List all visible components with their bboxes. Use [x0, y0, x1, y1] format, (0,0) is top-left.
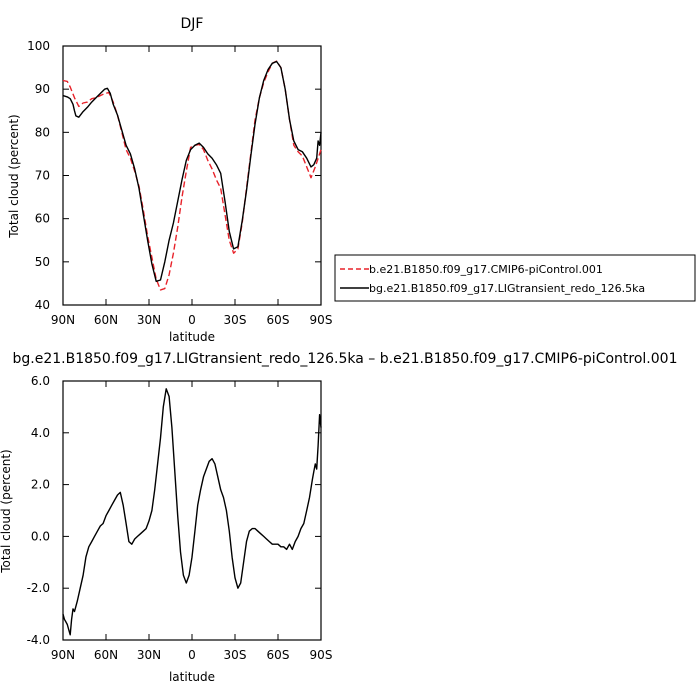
x-tick-label: 30N [137, 648, 161, 662]
y-tick-label: 0.0 [31, 529, 50, 543]
x-tick-label: 60N [94, 313, 118, 327]
x-tick-label: 90S [310, 313, 333, 327]
y-tick-label: -4.0 [27, 633, 50, 647]
legend-label-lig: bg.e21.B1850.f09_g17.LIGtransient_redo_1… [369, 282, 645, 295]
y-tick-label: 40 [35, 298, 50, 312]
top-x-ticks: 90N 60N 30N 0 30S 60S 90S [51, 46, 333, 327]
legend: b.e21.B1850.f09_g17.CMIP6-piControl.001 … [334, 254, 696, 302]
top-chart-title: DJF [181, 16, 204, 32]
y-tick-label: 4.0 [31, 426, 50, 440]
x-tick-label: 60S [267, 648, 290, 662]
x-tick-label: 0 [188, 313, 196, 327]
series-line-0 [62, 60, 322, 291]
top-y-axis-label: Total cloud (percent) [7, 114, 21, 238]
y-tick-label: 80 [35, 125, 50, 139]
top-series-lines [62, 60, 322, 291]
bottom-x-axis-label: latitude [169, 670, 215, 684]
legend-label-ctrl: b.e21.B1850.f09_g17.CMIP6-piControl.001 [369, 263, 603, 276]
y-tick-label: 60 [35, 212, 50, 226]
bottom-series-lines [62, 388, 322, 636]
bottom-chart-title: bg.e21.B1850.f09_g17.LIGtransient_redo_1… [13, 351, 678, 367]
x-tick-label: 30S [224, 648, 247, 662]
series-line-1 [62, 60, 322, 282]
bottom-chart: bg.e21.B1850.f09_g17.LIGtransient_redo_1… [0, 351, 677, 684]
y-tick-label: 50 [35, 255, 50, 269]
x-tick-label: 90N [51, 648, 75, 662]
y-tick-label: 6.0 [31, 374, 50, 388]
x-tick-label: 90S [310, 648, 333, 662]
y-tick-label: 70 [35, 169, 50, 183]
x-tick-label: 30N [137, 313, 161, 327]
bottom-y-ticks: -4.0 -2.0 0.0 2.0 4.0 6.0 [27, 374, 321, 647]
y-tick-label: 100 [27, 39, 50, 53]
x-tick-label: 90N [51, 313, 75, 327]
bottom-y-axis-label: Total cloud (percent) [0, 449, 13, 573]
top-y-ticks: 40 50 60 70 80 90 100 [27, 39, 321, 312]
x-tick-label: 60S [267, 313, 290, 327]
series-line-0 [62, 388, 322, 636]
y-tick-label: -2.0 [27, 581, 50, 595]
x-tick-label: 60N [94, 648, 118, 662]
legend-box [334, 254, 696, 302]
x-tick-label: 0 [188, 648, 196, 662]
x-tick-label: 30S [224, 313, 247, 327]
y-tick-label: 2.0 [31, 478, 50, 492]
top-plot-frame [62, 45, 322, 306]
y-tick-label: 90 [35, 82, 50, 96]
bottom-plot-frame [62, 380, 322, 641]
top-x-axis-label: latitude [169, 330, 215, 344]
bottom-x-ticks: 90N 60N 30N 0 30S 60S 90S [51, 381, 333, 662]
